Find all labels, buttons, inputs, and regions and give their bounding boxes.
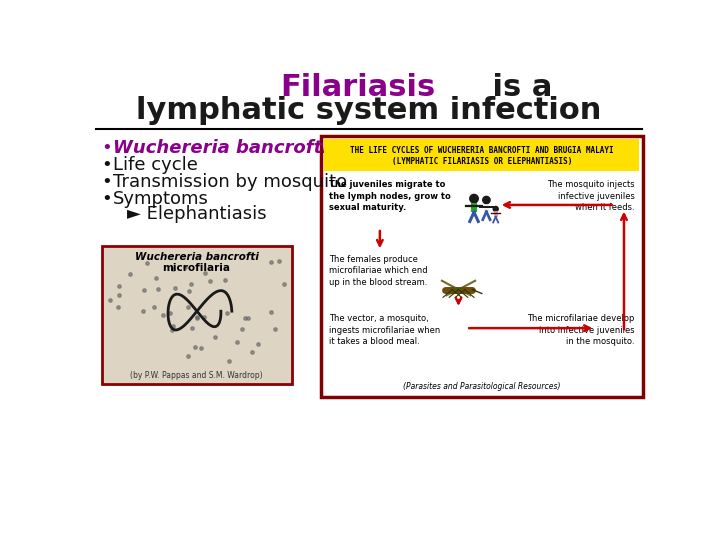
Point: [186, 323, 198, 332]
Text: (by P.W. Pappas and S.M. Wardrop): (by P.W. Pappas and S.M. Wardrop): [130, 372, 263, 381]
Point: [168, 321, 179, 330]
Point: [269, 325, 281, 334]
Text: is a: is a: [280, 72, 552, 102]
Text: •: •: [102, 139, 112, 157]
Point: [164, 309, 176, 318]
Point: [199, 269, 211, 278]
Text: microfilaria: microfilaria: [163, 262, 230, 273]
Point: [150, 274, 161, 283]
Text: ► Elephantiasis: ► Elephantiasis: [127, 205, 267, 223]
Bar: [324, 139, 639, 171]
Text: Wuchereria bancrofti: Wuchereria bancrofti: [113, 139, 328, 157]
Point: [266, 258, 277, 266]
Text: Filariasis: Filariasis: [280, 72, 435, 102]
Point: [182, 352, 194, 360]
Point: [124, 269, 135, 278]
Point: [252, 340, 264, 348]
Text: Transmission by mosquito: Transmission by mosquito: [113, 173, 347, 191]
Point: [185, 280, 197, 288]
Text: (Parasites and Parasitological Resources): (Parasites and Parasitological Resources…: [403, 382, 560, 392]
Bar: [321, 136, 642, 397]
Point: [232, 338, 243, 347]
Circle shape: [469, 194, 478, 203]
Text: The vector, a mosquito,
ingests microfilariae when
it takes a blood meal.: The vector, a mosquito, ingests microfil…: [329, 314, 440, 346]
Point: [148, 302, 160, 311]
Text: •: •: [102, 173, 112, 191]
Point: [278, 280, 289, 288]
Point: [114, 282, 125, 291]
Point: [195, 343, 207, 352]
Text: THE LIFE CYCLES OF WUCHERERIA BANCROFTI AND BRUGIA MALAYI: THE LIFE CYCLES OF WUCHERERIA BANCROFTI …: [350, 146, 613, 155]
Text: Symptoms: Symptoms: [113, 190, 209, 207]
Bar: [102, 246, 292, 384]
Point: [222, 309, 233, 318]
Point: [167, 265, 179, 273]
Point: [236, 325, 248, 334]
Text: The mosquito injects
infective juveniles
when it feeds.: The mosquito injects infective juveniles…: [547, 180, 635, 212]
Point: [191, 313, 202, 321]
Point: [166, 326, 178, 334]
Text: (LYMPHATIC FILARIASIS OR ELEPHANTIASIS): (LYMPHATIC FILARIASIS OR ELEPHANTIASIS): [392, 157, 572, 166]
Point: [169, 283, 181, 292]
Point: [198, 313, 210, 322]
Point: [246, 347, 258, 356]
Point: [139, 286, 150, 295]
Text: Wuchereria bancrofti: Wuchereria bancrofti: [135, 252, 258, 262]
Point: [157, 310, 168, 319]
Point: [220, 276, 231, 285]
Point: [189, 343, 201, 352]
Point: [265, 308, 276, 316]
Point: [152, 285, 163, 293]
Point: [182, 302, 194, 311]
Point: [209, 333, 220, 341]
Text: The juveniles migrate to
the lymph nodes, grow to
sexual maturity.: The juveniles migrate to the lymph nodes…: [329, 180, 451, 212]
Point: [137, 306, 148, 315]
Text: lymphatic system infection: lymphatic system infection: [136, 96, 602, 125]
Point: [240, 314, 251, 322]
Text: •: •: [102, 190, 112, 207]
Point: [191, 314, 202, 322]
Point: [273, 256, 284, 265]
Point: [179, 262, 191, 271]
Text: •: •: [102, 156, 112, 174]
Point: [223, 357, 235, 366]
Circle shape: [482, 197, 490, 204]
Point: [184, 287, 195, 295]
Text: The microfilariae develop
into infective juveniles
in the mosquito.: The microfilariae develop into infective…: [528, 314, 635, 346]
Text: The females produce
microfilariae which end
up in the blood stream.: The females produce microfilariae which …: [329, 255, 428, 287]
Point: [113, 291, 125, 300]
Text: Life cycle: Life cycle: [113, 156, 198, 174]
Point: [112, 302, 123, 311]
Point: [242, 314, 253, 322]
Point: [204, 276, 215, 285]
Circle shape: [493, 206, 498, 212]
Point: [104, 295, 116, 304]
Point: [142, 259, 153, 267]
